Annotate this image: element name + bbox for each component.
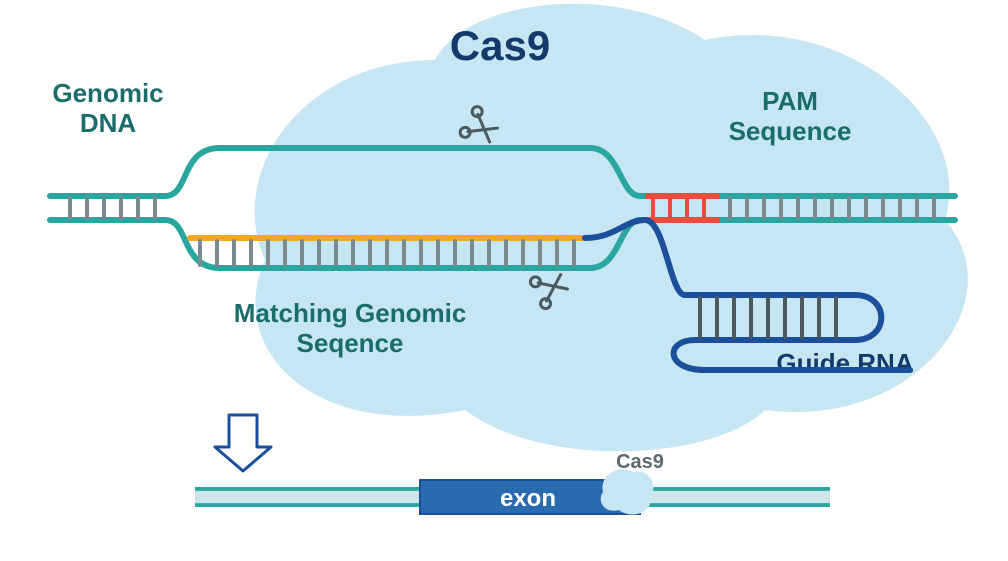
crispr-diagram: Cas9 Genomic DNA PAM Sequence Matching G…	[0, 0, 1008, 561]
arrow-down-icon	[215, 415, 271, 471]
cas9-cloud	[255, 4, 968, 452]
pam-label-line1: PAM	[762, 86, 818, 116]
matching-label-line1: Matching Genomic	[234, 298, 467, 328]
cas9-title: Cas9	[450, 22, 550, 69]
matching-label-line2: Seqence	[297, 328, 404, 358]
guide-rna-label: Guide RNA	[776, 348, 913, 378]
pam-label-line2: Sequence	[729, 116, 852, 146]
exon-label: exon	[500, 485, 556, 512]
genomic-dna-label-line1: Genomic	[52, 78, 163, 108]
cas9-small-label: Cas9	[616, 451, 664, 473]
genomic-dna-label-line2: DNA	[80, 108, 137, 138]
